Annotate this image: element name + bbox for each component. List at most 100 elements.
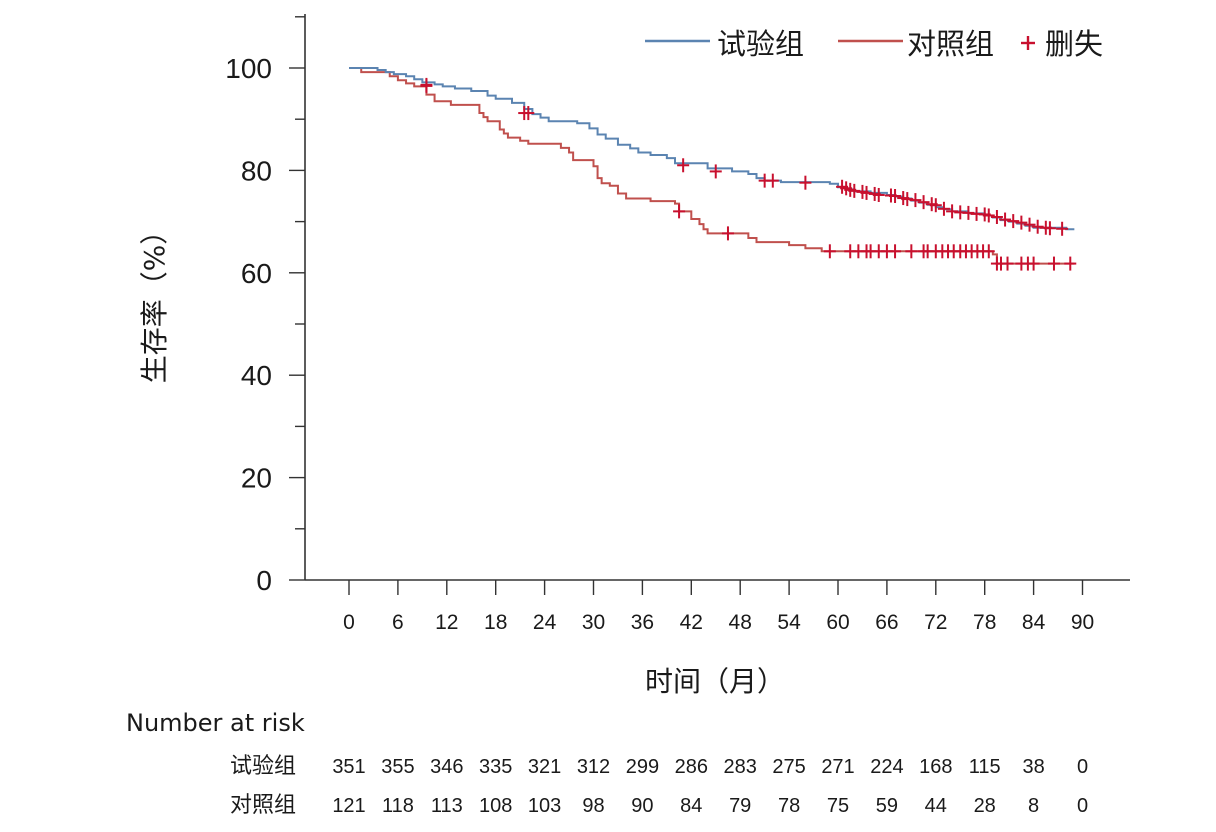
x-tick-label: 48: [729, 611, 752, 634]
legend: 试验组 对照组 删失: [645, 27, 1103, 61]
trial-risk-count: 0: [1077, 756, 1088, 778]
trial-risk-count: 283: [724, 756, 757, 778]
censor-mark: [1031, 219, 1044, 234]
censor-mark: [1007, 214, 1020, 229]
y-tick-label: 20: [241, 463, 272, 494]
control-risk-count: 118: [382, 795, 414, 817]
censor-mark: [709, 164, 722, 179]
control-risk-count: 59: [876, 795, 898, 817]
control-risk-count: 8: [1028, 795, 1039, 817]
trial-risk-count: 346: [430, 756, 463, 778]
censor-mark: [420, 77, 433, 92]
control-survival-curve: [349, 67, 1075, 265]
y-ticks: 0 20 40 60 80 100: [225, 16, 305, 596]
y-tick-label: 100: [225, 53, 272, 84]
censor-mark: [917, 195, 930, 210]
censor-mark: [1015, 215, 1028, 230]
x-tick-label: 0: [343, 611, 355, 634]
trial-risk-count: 321: [528, 756, 561, 778]
censor-mark: [937, 201, 950, 216]
x-tick-label: 66: [875, 611, 898, 634]
control-risk-count: 84: [680, 795, 702, 817]
censor-mark: [766, 173, 779, 188]
x-tick-label: 90: [1071, 611, 1094, 634]
legend-censor-icon: [1021, 36, 1035, 50]
control-risk-count: 108: [479, 795, 512, 817]
x-tick-label: 60: [826, 611, 849, 634]
trial-risk-count: 275: [772, 756, 805, 778]
risk-table: 351 355 346 335 321 312 299 286 283 275 271 224 168 1…: [332, 756, 1088, 817]
censor-mark: [848, 183, 861, 198]
censor-mark: [962, 205, 975, 220]
trial-risk-count: 355: [381, 756, 414, 778]
control-risk-count: 121: [332, 795, 365, 817]
censor-mark: [872, 187, 885, 202]
censor-mark: [677, 158, 690, 173]
legend-label-trial: 试验组: [717, 27, 804, 61]
control-risk-count: 28: [974, 795, 996, 817]
trial-risk-count: 335: [479, 756, 512, 778]
risk-row-label-trial: 试验组: [230, 754, 296, 779]
censor-mark: [823, 244, 836, 259]
control-risk-count: 78: [778, 795, 800, 817]
censor-mark: [946, 204, 959, 219]
x-tick-label: 18: [484, 611, 507, 634]
plot-area: [349, 67, 1077, 271]
censor-mark: [999, 212, 1012, 227]
censor-mark: [673, 204, 686, 219]
y-axis-label: 生存率（%）: [138, 217, 171, 384]
control-risk-count: 0: [1077, 795, 1088, 817]
x-tick-label: 72: [924, 611, 947, 634]
control-risk-count: 75: [827, 795, 849, 817]
censor-mark: [721, 226, 734, 241]
control-risk-count: 113: [431, 795, 463, 817]
censor-mark: [982, 208, 995, 223]
x-tick-label: 42: [680, 611, 703, 634]
censor-mark: [909, 193, 922, 208]
trial-risk-count: 115: [969, 756, 1001, 778]
censor-mark: [982, 244, 995, 259]
censor-mark: [901, 192, 914, 207]
trial-risk-count: 286: [675, 756, 708, 778]
censor-mark: [1056, 221, 1069, 236]
legend-label-control: 对照组: [907, 27, 994, 61]
censor-mark: [929, 198, 942, 213]
x-tick-label: 36: [631, 611, 654, 634]
censor-mark: [1064, 256, 1077, 271]
censor-mark: [1047, 256, 1060, 271]
trial-risk-count: 312: [577, 756, 610, 778]
x-tick-label: 78: [973, 611, 996, 634]
x-tick-label: 84: [1022, 611, 1046, 634]
y-tick-label: 40: [241, 360, 272, 391]
censor-mark: [860, 185, 873, 200]
trial-risk-count: 38: [1022, 756, 1044, 778]
x-tick-label: 12: [435, 611, 458, 634]
censor-mark: [889, 244, 902, 259]
x-ticks: 0 6 12 18 24 30 36 42 48 54 60 66 72 78 84 90: [343, 580, 1094, 634]
x-tick-label: 6: [392, 611, 404, 634]
trial-risk-count: 168: [919, 756, 952, 778]
trial-risk-count: 271: [821, 756, 854, 778]
censor-mark: [990, 209, 1003, 224]
x-tick-label: 24: [533, 611, 557, 634]
legend-label-censor: 删失: [1045, 27, 1103, 61]
censor-mark: [905, 244, 918, 259]
y-tick-label: 0: [256, 565, 272, 596]
trial-survival-curve: [349, 67, 1075, 231]
x-tick-label: 54: [777, 611, 801, 634]
control-risk-count: 98: [582, 795, 604, 817]
axes: [304, 14, 1130, 581]
y-tick-label: 80: [241, 155, 272, 186]
censor-mark: [522, 106, 535, 121]
risk-table-title: Number at risk: [126, 709, 305, 737]
censor-mark: [1027, 256, 1040, 271]
control-risk-count: 79: [729, 795, 751, 817]
trial-risk-count: 351: [332, 756, 365, 778]
trial-risk-count: 224: [870, 756, 903, 778]
x-axis-label: 时间（月）: [645, 665, 785, 698]
trial-risk-count: 299: [626, 756, 659, 778]
control-risk-count: 103: [528, 795, 561, 817]
y-tick-label: 60: [241, 258, 272, 289]
x-tick-label: 30: [582, 611, 605, 634]
